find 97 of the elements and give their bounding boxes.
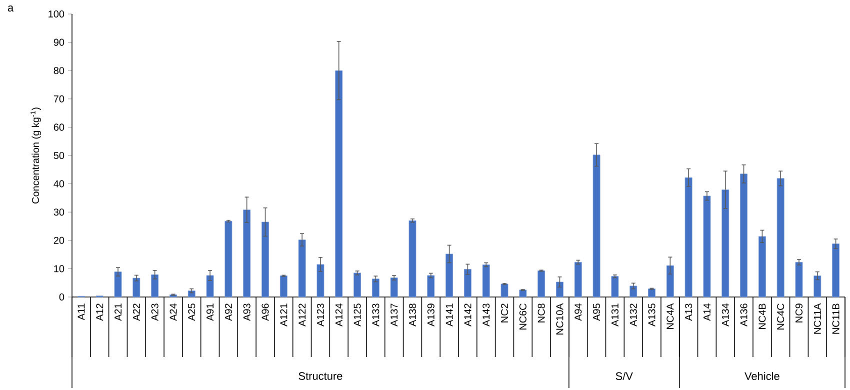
x-tick-label: A124 (335, 303, 342, 326)
x-tick-label: A22 (132, 304, 140, 321)
bar (224, 220, 232, 298)
bar (556, 282, 564, 298)
x-tick-label: A139 (427, 304, 434, 326)
x-tick-label: A123 (316, 304, 324, 326)
bar (335, 70, 343, 298)
y-tick-label: 50 (54, 152, 64, 160)
y-tick-label: 70 (54, 95, 64, 102)
bar (464, 269, 472, 298)
x-tick-label: A121 (280, 304, 288, 326)
bar (758, 236, 766, 298)
bar (684, 177, 692, 298)
x-tick-label: A94 (574, 303, 582, 321)
x-tick-label: A133 (372, 304, 380, 326)
bar (482, 264, 490, 298)
y-tick-label: 0 (59, 293, 64, 301)
bar (151, 274, 159, 298)
bar (188, 290, 196, 298)
x-tick-label: NC2 (500, 304, 508, 322)
x-tick-label: A138 (408, 304, 416, 326)
y-tick-label: 30 (54, 208, 64, 216)
y-tick-label: 20 (54, 236, 64, 244)
x-tick-label: A141 (446, 304, 453, 326)
x-tick-label: A14 (704, 303, 710, 321)
bar (630, 286, 638, 298)
x-tick-label: A91 (206, 304, 214, 321)
text: S/V (616, 372, 633, 380)
x-tick-label: A11 (78, 304, 85, 320)
x-tick-label: NC10A (556, 303, 564, 335)
bar (814, 276, 822, 298)
bar (408, 220, 416, 298)
bar (519, 290, 527, 298)
y-tick-label: 90 (54, 38, 64, 46)
x-tick-label: A96 (262, 304, 269, 321)
x-tick-label: NC4A (666, 303, 674, 329)
y-tick-label: 80 (54, 67, 64, 74)
bar (354, 272, 361, 298)
x-tick-label: A135 (648, 304, 656, 326)
bar (372, 278, 380, 298)
x-tick-label: A25 (188, 304, 196, 321)
x-tick-label: NC11A (814, 303, 821, 334)
x-tick-label: A122 (298, 304, 306, 326)
x-tick-label: A137 (390, 304, 398, 326)
y-tick-label: 100 (48, 10, 64, 18)
text: Structure (298, 372, 342, 380)
y-tick-label: 40 (54, 180, 64, 188)
bar (390, 278, 398, 298)
x-tick-label: NC9 (795, 304, 803, 322)
x-tick-label: A136 (740, 304, 748, 326)
x-tick-label: NC8 (538, 304, 545, 322)
x-tick-label: A92 (224, 304, 232, 321)
bar (574, 262, 582, 298)
bar (611, 276, 619, 298)
bar (280, 276, 288, 298)
bar (316, 264, 324, 298)
bar (740, 174, 748, 298)
bar (243, 210, 251, 298)
x-tick-label: NC4C (777, 304, 784, 330)
x-tick-label: A23 (151, 304, 158, 321)
bar (538, 270, 546, 298)
bar (500, 284, 508, 298)
bar (666, 265, 674, 298)
bar (114, 272, 122, 298)
x-tick-label: A21 (114, 304, 122, 321)
x-tick-label: A132 (630, 304, 637, 326)
chart-title: a (8, 6, 14, 12)
bar (262, 222, 269, 298)
x-tick-label: A95 (593, 304, 600, 321)
bar (722, 190, 730, 298)
bar (132, 278, 140, 298)
x-tick-label: A12 (96, 304, 104, 321)
bar (776, 178, 784, 298)
bar (648, 288, 656, 298)
x-tick-label: NC11B (832, 304, 840, 334)
text: Vehicle (744, 372, 780, 380)
bar (703, 196, 711, 298)
y-tick-label: 60 (54, 124, 64, 131)
x-tick-label: A93 (243, 304, 250, 321)
x-tick-label: NC6C (519, 304, 526, 330)
bar (427, 275, 435, 298)
x-tick-label: A24 (170, 303, 177, 321)
x-tick-label: A13 (685, 304, 692, 321)
bar (446, 254, 453, 298)
x-tick-label: A134 (722, 303, 729, 326)
x-tick-label: A142 (464, 304, 472, 326)
bar (795, 262, 803, 298)
bar (832, 244, 840, 298)
x-tick-label: NC4B (758, 304, 766, 329)
y-tick-label: 10 (54, 265, 64, 272)
x-tick-label: A131 (611, 304, 618, 326)
x-tick-label: A143 (482, 304, 490, 326)
x-tick-label: A125 (354, 304, 361, 326)
bar (298, 240, 306, 298)
y-axis-title: Concentration (g kg$^{-1}$) (30, 108, 42, 204)
bar (206, 275, 214, 298)
bar (592, 154, 600, 298)
